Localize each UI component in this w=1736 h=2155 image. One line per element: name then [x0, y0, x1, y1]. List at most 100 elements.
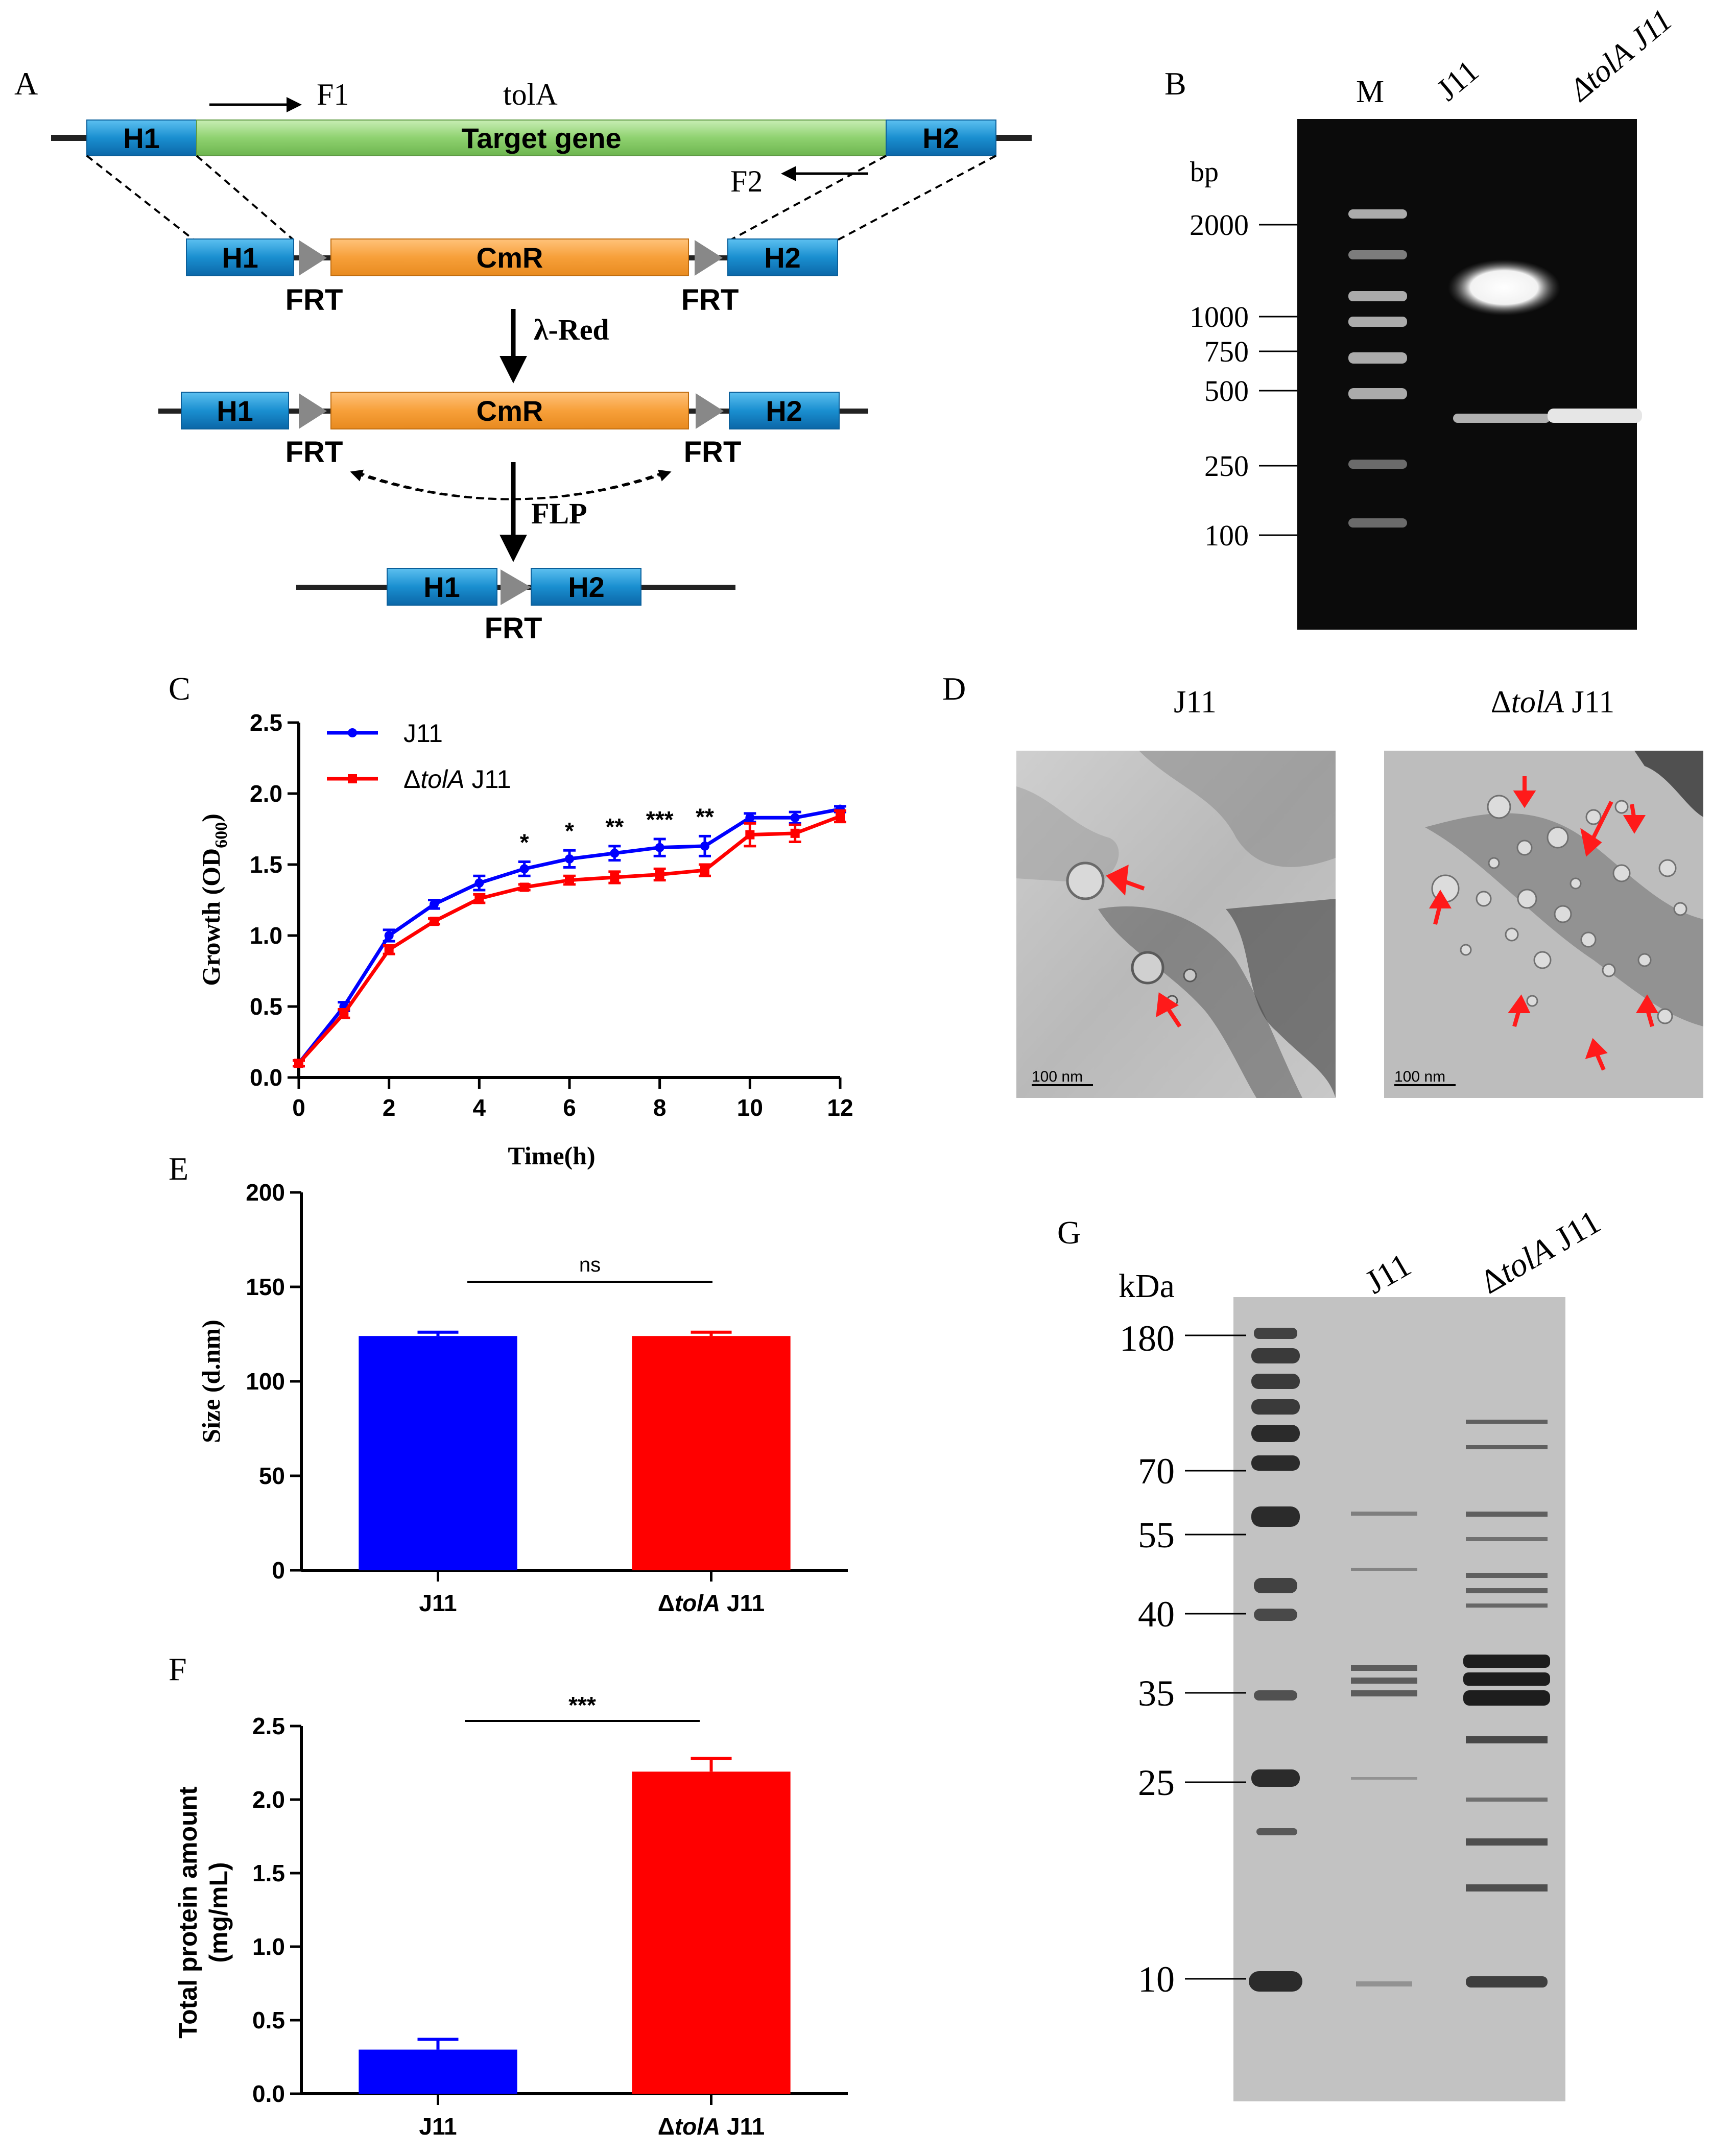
c-x-tick-label: 0: [292, 1094, 305, 1121]
panel-label-f: F: [169, 1651, 187, 1687]
c-point: [519, 882, 529, 892]
f-y-axis-title-line2: (mg/mL): [204, 1862, 233, 1962]
c-x-tick-label: 8: [653, 1094, 667, 1121]
panel-b: B M J11 ΔtolA J11 bp 2000 1000 750: [1164, 3, 1679, 630]
e-y-tick-label: 100: [246, 1368, 285, 1395]
c-legend: J11 ΔtolA J11: [327, 719, 511, 794]
gel-b-marker-1000: 1000: [1190, 300, 1249, 333]
h1-label-row4: H1: [423, 571, 460, 603]
tem-scale-j11: 100 nm: [1032, 1068, 1083, 1085]
c-point: [384, 945, 394, 954]
c-legend-label-mutant: ΔtolA J11: [403, 765, 511, 794]
c-point: [339, 1009, 349, 1018]
c-y-tick-label: 1.5: [250, 851, 282, 878]
e-y-axis-title: Size (d.nm): [197, 1320, 225, 1443]
h2-box-row2: [727, 238, 838, 276]
e-y-tick-label: 0: [272, 1557, 285, 1584]
primer-f2-label: F2: [730, 164, 763, 198]
panel-d: D J11 ΔtolA J11 100 nm: [942, 671, 1703, 1098]
gel-g-unit: kDa: [1119, 1267, 1175, 1305]
size-chart: 0 50 100 150 200 J11 ΔtolA J11 ns Size (d.nm): [197, 1179, 848, 1616]
target-gene-box: [196, 119, 887, 156]
flp-label: FLP: [531, 497, 587, 530]
c-point: [519, 864, 529, 874]
frt-label-5: FRT: [485, 612, 542, 645]
h2-box-row4: [531, 568, 641, 606]
c-point: [790, 813, 800, 823]
h2-label-row1: H2: [922, 122, 959, 154]
gel-g-marker-35: 35: [1138, 1673, 1175, 1714]
tem-scale-mutant: 100 nm: [1394, 1068, 1445, 1085]
panel-label-g: G: [1057, 1214, 1081, 1251]
h1-box-row4: [387, 568, 497, 606]
h1-box-row1: [86, 119, 197, 156]
c-point: [565, 854, 574, 864]
gel-b-j11-band-large: [1448, 259, 1560, 316]
cmr-box-row2: [330, 238, 689, 276]
c-x-tick-label: 2: [383, 1094, 396, 1121]
f-y-tick-label: 1.5: [252, 1860, 285, 1886]
e-significance-label: ns: [579, 1254, 601, 1276]
f-x-label-1: ΔtolA J11: [658, 2113, 765, 2140]
gel-b-ladder: [1348, 209, 1407, 528]
panel-label-a: A: [14, 65, 38, 102]
target-gene-label: Target gene: [461, 122, 621, 154]
frt-label-3: FRT: [286, 436, 343, 469]
c-point: [745, 830, 755, 840]
c-point: [430, 917, 439, 926]
panel-a: A F1 tolA H1 Target gene H2 F2 H1 CmR H2…: [14, 65, 1032, 645]
c-significance-mark: ***: [646, 806, 674, 833]
cmr-label-row3: CmR: [477, 395, 543, 427]
h1-label-row3: H1: [217, 395, 253, 427]
c-point: [474, 894, 484, 903]
panel-label-c: C: [169, 671, 191, 707]
homology-guides: [86, 155, 996, 241]
gel-b-marker-2000: 2000: [1190, 208, 1249, 242]
h2-label-row2: H2: [764, 242, 801, 274]
frt-triangle-5: [501, 569, 531, 605]
f-x-label-0: J11: [419, 2113, 457, 2140]
c-point: [700, 841, 709, 851]
panel-f: F 0.0 0.5 1.0 1.5 2.0 2.5 J11 ΔtolA J11 *** To…: [169, 1651, 848, 2140]
gel-g-marker-180: 180: [1120, 1318, 1175, 1359]
e-bar-0: [359, 1336, 517, 1570]
c-point: [655, 843, 664, 852]
frt-triangle-3: [299, 393, 327, 429]
c-x-tick-label: 6: [563, 1094, 576, 1121]
frt-triangle-4: [696, 393, 724, 429]
panel-e: E 0 50 100 150 200 J11 ΔtolA J11 ns Size (d.n…: [169, 1151, 848, 1616]
c-y-tick-label: 2.0: [250, 780, 282, 807]
frt-triangle-1: [299, 240, 327, 276]
c-point: [836, 811, 845, 821]
protein-chart: 0.0 0.5 1.0 1.5 2.0 2.5 J11 ΔtolA J11 *** Tota…: [174, 1692, 848, 2140]
frt-label-2: FRT: [681, 283, 739, 317]
f-y-tick-label: 0.5: [252, 2007, 285, 2033]
c-y-tick-label: 0.0: [250, 1064, 282, 1091]
gel-g-marker-70: 70: [1138, 1451, 1175, 1492]
f-y-axis-title-line1: Total protein amount: [174, 1786, 202, 2039]
c-x-axis-title: Time(h): [508, 1141, 595, 1170]
c-y-axis-title: Growth (OD600): [197, 813, 231, 986]
f-significance-label: ***: [568, 1692, 596, 1718]
c-series-line-0: [297, 807, 841, 1065]
h2-box-row1: [886, 119, 996, 156]
lambda-red-label: λ-Red: [534, 313, 609, 346]
gel-b-mutant-band: [1548, 409, 1642, 423]
h2-box-row3: [729, 392, 840, 429]
gel-b-markers: 2000 1000 750 500 250 100: [1190, 208, 1297, 552]
c-point: [790, 828, 800, 838]
c-x-tick-label: 10: [737, 1094, 763, 1121]
cmr-label-row2: CmR: [477, 242, 543, 274]
c-point: [610, 848, 620, 858]
c-significance-mark: **: [605, 813, 624, 840]
panel-label-b: B: [1164, 65, 1186, 102]
gel-g-markers: 180 70 55 40 35 25 10: [1120, 1318, 1246, 2000]
gel-b-unit: bp: [1190, 156, 1219, 188]
cmr-box-row3: [330, 392, 689, 429]
tem-image-mutant: 100 nm: [1384, 751, 1703, 1098]
gel-g-lane-j11: J11: [1359, 1246, 1417, 1301]
c-point: [294, 1059, 303, 1068]
c-y-tick-label: 0.5: [250, 993, 282, 1020]
gel-b-image: [1297, 119, 1637, 630]
gel-b-j11-band-small: [1453, 414, 1550, 423]
